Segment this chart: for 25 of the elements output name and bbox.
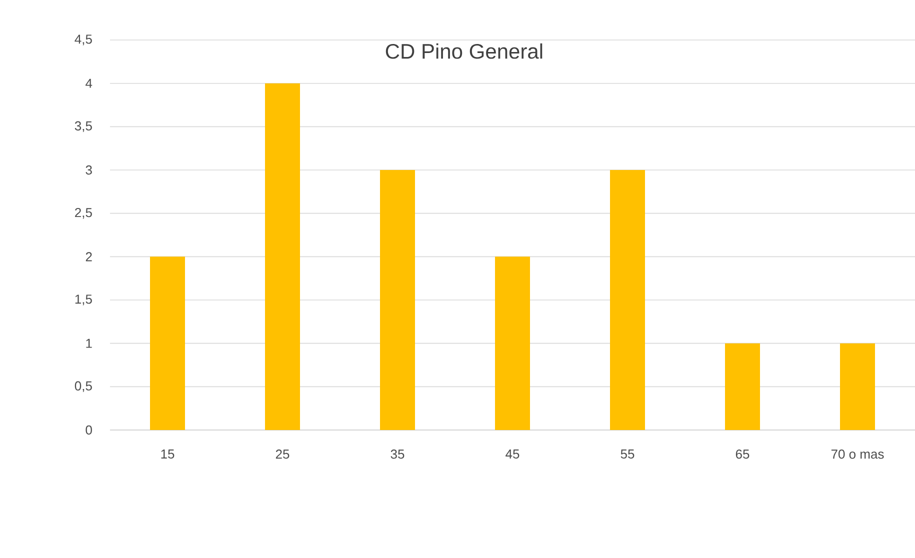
- y-tick-label: 1,5: [75, 294, 92, 306]
- y-tick-label: 4: [86, 78, 92, 88]
- y-tick-label: 0: [86, 425, 92, 435]
- x-tick-label: 25: [276, 450, 290, 459]
- x-tick-label: 55: [620, 450, 634, 459]
- y-tick-label: 3: [86, 165, 92, 175]
- y-tick-label: 3,5: [74, 121, 92, 132]
- y-tick-label: 2,5: [75, 208, 92, 219]
- x-tick-label: 45: [506, 450, 520, 459]
- x-tick-label: 70 o mas: [831, 450, 884, 459]
- x-tick-label: 65: [736, 450, 750, 459]
- x-tick-label: 35: [390, 450, 404, 459]
- y-tick-label: 1: [86, 338, 92, 348]
- bar: [380, 170, 416, 430]
- bar: [150, 256, 186, 430]
- chart-title: CD Pino General: [386, 43, 542, 59]
- bar: [610, 170, 646, 430]
- bar: [840, 343, 876, 430]
- bar: [495, 256, 530, 430]
- y-tick-label: 0,5: [74, 381, 92, 392]
- y-tick-label: 2: [86, 252, 92, 262]
- y-tick-label: 4,5: [74, 34, 92, 46]
- bar: [725, 343, 760, 430]
- bar: [265, 83, 300, 430]
- x-tick-label: 15: [161, 450, 174, 459]
